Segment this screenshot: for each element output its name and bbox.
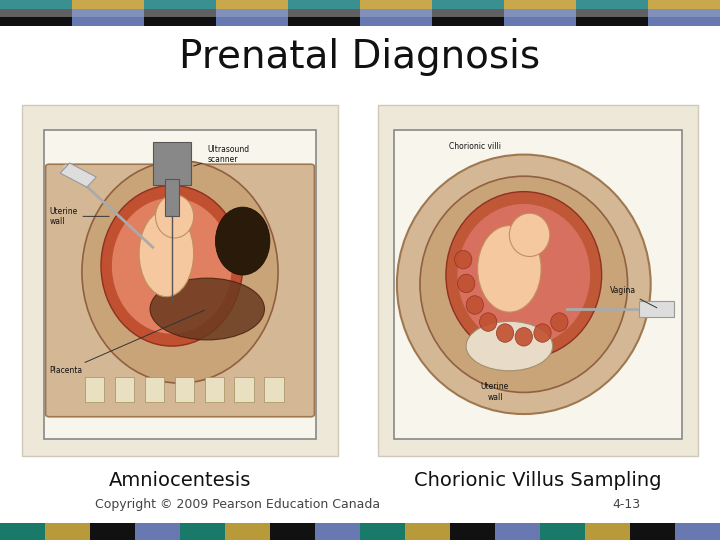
Ellipse shape	[551, 313, 568, 332]
Bar	[450, 523, 495, 540]
Bar	[0, 17, 72, 26]
Bar	[72, 0, 144, 9]
Bar	[576, 17, 648, 26]
Ellipse shape	[82, 161, 278, 383]
Bar	[360, 17, 432, 26]
Ellipse shape	[139, 210, 194, 296]
Bar	[360, 523, 405, 540]
Bar	[648, 9, 720, 17]
Ellipse shape	[457, 204, 590, 346]
Ellipse shape	[454, 251, 472, 269]
Bar	[0, 9, 72, 17]
Ellipse shape	[466, 296, 483, 314]
Bar	[204, 377, 224, 402]
Text: Placenta: Placenta	[49, 310, 204, 375]
Bar	[135, 523, 180, 540]
Ellipse shape	[156, 195, 194, 238]
Bar	[504, 9, 576, 17]
Ellipse shape	[420, 176, 628, 393]
Ellipse shape	[480, 313, 497, 332]
Bar	[504, 17, 576, 26]
Bar	[22, 105, 338, 456]
Bar	[288, 9, 360, 17]
Ellipse shape	[150, 278, 264, 340]
Bar	[180, 523, 225, 540]
Bar	[315, 523, 360, 540]
Ellipse shape	[101, 185, 243, 346]
Bar	[72, 17, 144, 26]
Bar	[576, 9, 648, 17]
Text: 4-13: 4-13	[612, 498, 641, 511]
Text: Uterine
wall: Uterine wall	[49, 207, 109, 226]
Bar	[174, 377, 194, 402]
Ellipse shape	[534, 324, 551, 342]
Text: Ultrasound
scanner: Ultrasound scanner	[194, 145, 249, 166]
Bar	[270, 523, 315, 540]
Bar	[585, 523, 630, 540]
Bar	[60, 163, 96, 187]
Bar	[648, 17, 720, 26]
Text: Amniocentesis: Amniocentesis	[109, 471, 251, 490]
Ellipse shape	[446, 192, 602, 359]
Ellipse shape	[215, 207, 270, 275]
Ellipse shape	[509, 213, 550, 256]
Text: Copyright © 2009 Pearson Education Canada: Copyright © 2009 Pearson Education Canad…	[95, 498, 380, 511]
Ellipse shape	[496, 324, 514, 342]
Bar	[432, 17, 504, 26]
Bar	[394, 130, 683, 438]
Bar	[288, 0, 360, 9]
Bar	[0, 0, 72, 9]
FancyBboxPatch shape	[45, 164, 315, 417]
Text: Vagina: Vagina	[611, 286, 657, 308]
Ellipse shape	[515, 328, 532, 346]
Bar	[432, 9, 504, 17]
Bar	[576, 0, 648, 9]
Ellipse shape	[466, 321, 553, 371]
Bar	[360, 9, 432, 17]
Bar	[504, 0, 576, 9]
Bar	[288, 17, 360, 26]
Bar	[675, 523, 720, 540]
Ellipse shape	[112, 198, 232, 334]
Bar	[72, 9, 144, 17]
Bar	[44, 130, 316, 438]
Text: Chorionic villi: Chorionic villi	[449, 142, 501, 151]
Bar	[432, 0, 504, 9]
Bar	[45, 523, 90, 540]
Bar	[145, 377, 163, 402]
Bar	[144, 0, 216, 9]
Bar	[90, 523, 135, 540]
Bar	[630, 523, 675, 540]
Bar	[495, 523, 540, 540]
Bar	[144, 9, 216, 17]
Ellipse shape	[477, 226, 541, 312]
Ellipse shape	[457, 274, 475, 293]
Bar	[216, 17, 288, 26]
Bar	[85, 377, 104, 402]
Text: Uterine
wall: Uterine wall	[481, 382, 509, 402]
Bar	[378, 105, 698, 456]
Ellipse shape	[397, 154, 651, 414]
Bar	[216, 9, 288, 17]
Bar	[264, 377, 284, 402]
Bar	[648, 0, 720, 9]
Bar	[405, 523, 450, 540]
Bar	[216, 0, 288, 9]
Bar	[540, 523, 585, 540]
Bar	[114, 377, 134, 402]
Bar	[639, 301, 674, 317]
Bar	[225, 523, 270, 540]
Bar	[0, 523, 45, 540]
Bar	[235, 377, 253, 402]
Text: Prenatal Diagnosis: Prenatal Diagnosis	[179, 38, 541, 76]
Bar	[360, 0, 432, 9]
Text: Chorionic Villus Sampling: Chorionic Villus Sampling	[415, 471, 662, 490]
Bar	[165, 179, 179, 217]
Bar	[144, 17, 216, 26]
Bar	[153, 142, 191, 185]
